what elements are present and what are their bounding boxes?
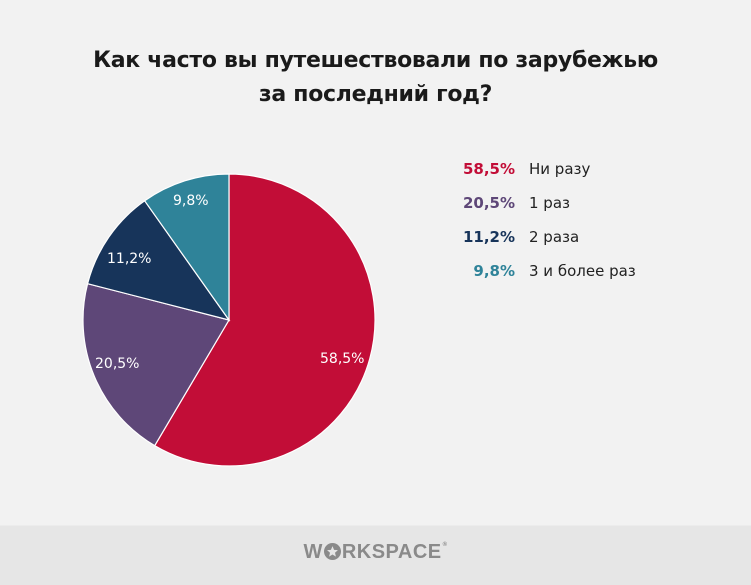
- footer: W RKSPACE®: [0, 525, 751, 585]
- slice-label-once: 20,5%: [95, 356, 139, 372]
- pie-slices: [82, 173, 376, 467]
- chart-title: Как часто вы путешествовали по зарубежью…: [0, 44, 751, 112]
- chart-title-line1: Как часто вы путешествовали по зарубежью: [93, 48, 658, 73]
- legend-label: 3 и более раз: [529, 262, 636, 280]
- legend-label: 1 раз: [529, 194, 571, 212]
- legend-item: 20,5% 1 раз: [455, 186, 636, 220]
- star-icon: [323, 543, 341, 560]
- chart-title-line2: за последний год?: [258, 82, 493, 107]
- pie-chart: 58,5% 20,5% 11,2% 9,8%: [82, 173, 376, 467]
- legend-pct: 11,2%: [462, 228, 515, 246]
- legend-pct: 9,8%: [473, 262, 515, 280]
- legend-pct: 20,5%: [462, 194, 515, 212]
- workspace-logo: W RKSPACE®: [303, 541, 448, 563]
- chart-legend: 58,5% Ни разу 20,5% 1 раз 11,2% 2 раза 9…: [455, 152, 636, 288]
- legend-pct: 58,5%: [462, 160, 515, 178]
- legend-item: 58,5% Ни разу: [455, 152, 636, 186]
- slice-label-twice: 11,2%: [107, 251, 151, 267]
- pie-slice-three-plus: [143, 173, 230, 322]
- pie-slice-twice: [86, 199, 231, 321]
- legend-label: Ни разу: [529, 160, 591, 178]
- pie-slice-never: [153, 173, 376, 467]
- slice-label-three-plus: 9,8%: [173, 193, 209, 209]
- slice-label-never: 58,5%: [320, 351, 364, 367]
- legend-item: 11,2% 2 раза: [455, 220, 636, 254]
- legend-item: 9,8% 3 и более раз: [455, 254, 636, 288]
- pie-slice-once: [82, 282, 230, 447]
- legend-label: 2 раза: [529, 228, 580, 246]
